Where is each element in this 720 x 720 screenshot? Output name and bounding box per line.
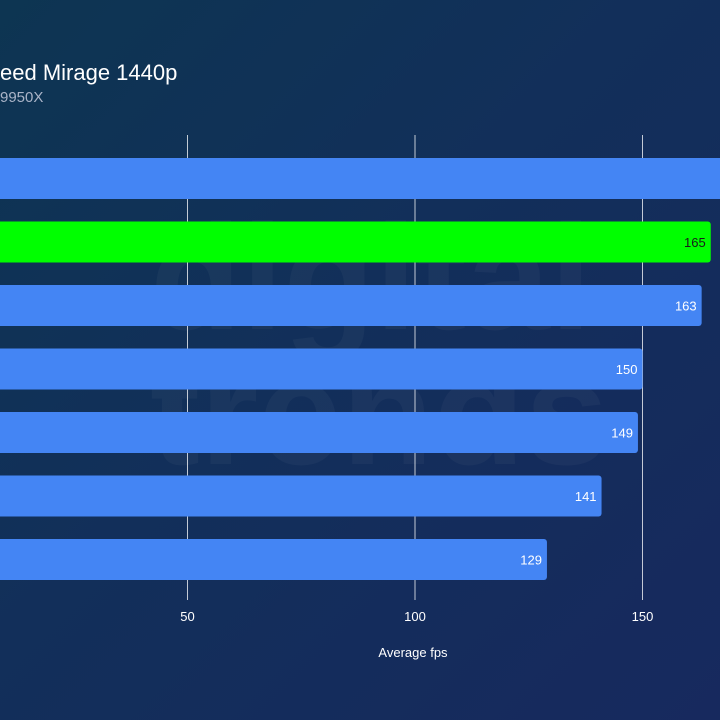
bar-value-label-6: 129 [520,553,542,568]
bar-4 [0,412,638,453]
bar-value-label-2: 163 [675,299,697,314]
bar-3 [0,348,643,390]
bar-value-label-5: 141 [575,489,597,504]
bar-2 [0,285,702,326]
bar-5 [0,475,602,517]
bar-6 [0,539,547,580]
x-tick-label-50: 50 [180,609,194,624]
bar-0 [0,158,720,199]
bar-value-label-3: 150 [616,362,638,377]
x-axis-label: Average fps [378,645,448,660]
chart-subtitle: 9950X [0,89,44,106]
x-tick-label-100: 100 [404,609,426,624]
bar-value-label-1: 165 [684,235,706,250]
x-tick-label-150: 150 [632,609,654,624]
chart-title: eed Mirage 1440p [0,60,178,85]
bar-value-label-4: 149 [611,426,633,441]
bar-1 [0,221,711,263]
